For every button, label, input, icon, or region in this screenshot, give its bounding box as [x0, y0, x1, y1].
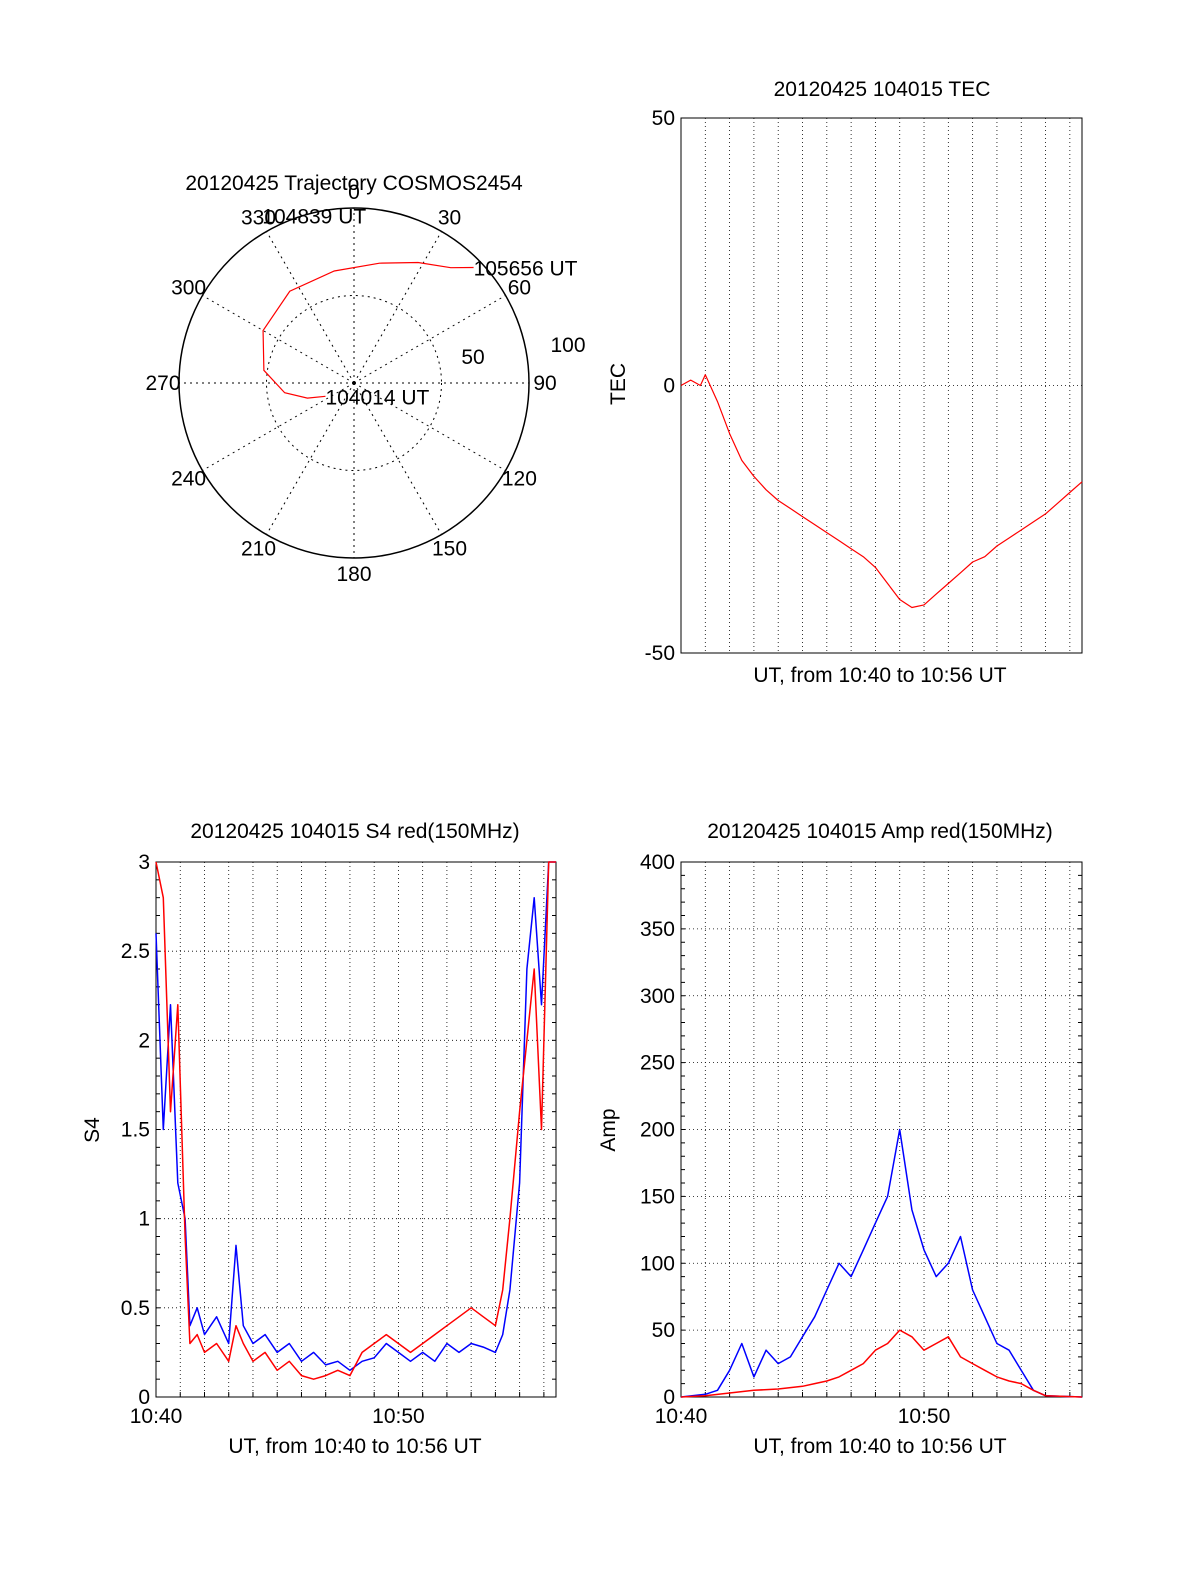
polar-spoke	[353, 382, 506, 471]
series-line	[155, 861, 556, 1372]
polar-angle-label: 30	[438, 207, 461, 230]
y-tick-label: 50	[652, 1319, 675, 1342]
y-tick-label: 50	[652, 107, 675, 130]
polar-spoke	[266, 231, 355, 384]
x-tick-label: 10:40	[655, 1405, 708, 1428]
polar-angle-label: 90	[533, 372, 556, 395]
y-tick-label: 150	[640, 1185, 675, 1208]
polar-spoke	[353, 231, 442, 384]
polar-spoke	[353, 295, 506, 384]
polar-spoke	[202, 382, 355, 471]
amp-title: 20120425 104015 Amp red(150MHz)	[707, 820, 1053, 843]
polar-angle-label: 240	[171, 468, 206, 491]
polar-inner-circle	[266, 295, 442, 471]
tec-xlabel: UT, from 10:40 to 10:56 UT	[753, 664, 1006, 687]
s4-title: 20120425 104015 S4 red(150MHz)	[190, 820, 519, 843]
amp-xlabel: UT, from 10:40 to 10:56 UT	[753, 1435, 1006, 1458]
y-tick-label: 1	[138, 1208, 150, 1231]
y-tick-label: 0	[663, 1386, 675, 1409]
y-tick-label: 0	[138, 1386, 150, 1409]
x-tick-label: 10:50	[372, 1405, 425, 1428]
polar-angle-label: 180	[336, 563, 371, 586]
y-tick-label: 0.5	[121, 1297, 150, 1320]
y-tick-label: 2.5	[121, 940, 150, 963]
y-tick-label: 100	[640, 1252, 675, 1275]
polar-radius-label: 50	[461, 346, 484, 369]
polar-angle-label: 330	[241, 207, 276, 230]
series-line	[680, 1329, 1083, 1398]
amp-ylabel: Amp	[597, 1108, 620, 1151]
polar-angle-label: 210	[241, 537, 276, 560]
polar-angle-label: 60	[508, 277, 531, 300]
polar-angle-label: 120	[502, 468, 537, 491]
y-tick-label: 2	[138, 1029, 150, 1052]
polar-time-annotation: 104839 UT	[262, 206, 366, 229]
polar-angle-label: 150	[432, 537, 467, 560]
polar-radius-label: 100	[550, 334, 585, 357]
polar-angle-label: 0	[348, 181, 360, 204]
polar-spoke	[353, 382, 442, 535]
series-line	[155, 861, 556, 1380]
s4-chart: 20120425 104015 S4 red(150MHz) UT, from …	[81, 820, 557, 1458]
tec-title: 20120425 104015 TEC	[774, 78, 991, 101]
series-line	[680, 374, 1083, 609]
y-tick-label: 400	[640, 851, 675, 874]
polar-title: 20120425 Trajectory COSMOS2454	[185, 172, 523, 195]
polar-time-annotation: 105656 UT	[474, 258, 578, 281]
x-tick-label: 10:40	[130, 1405, 183, 1428]
y-tick-label: 200	[640, 1119, 675, 1142]
polar-trajectory-chart: 20120425 Trajectory COSMOS2454 0 30 60 90 12…	[145, 172, 585, 586]
amp-chart: 20120425 104015 Amp red(150MHz) UT, from…	[597, 820, 1083, 1458]
tec-chart: 20120425 104015 TEC UT, from 10:40 to 10…	[607, 78, 1083, 687]
polar-trajectory-line	[262, 261, 474, 399]
x-tick-label: 10:50	[898, 1405, 951, 1428]
y-tick-label: 250	[640, 1052, 675, 1075]
series-line	[680, 1128, 1083, 1398]
polar-spoke	[266, 382, 355, 535]
y-tick-label: 0	[663, 375, 675, 398]
polar-angle-label: 300	[171, 277, 206, 300]
y-tick-label: 1.5	[121, 1119, 150, 1142]
polar-angle-label: 270	[145, 372, 180, 395]
y-tick-label: 300	[640, 985, 675, 1008]
tec-ylabel: TEC	[607, 363, 630, 405]
y-tick-label: -50	[645, 642, 675, 665]
y-tick-label: 3	[138, 851, 150, 874]
s4-xlabel: UT, from 10:40 to 10:56 UT	[228, 1435, 481, 1458]
polar-time-annotation: 104014 UT	[325, 386, 429, 409]
y-tick-label: 350	[640, 918, 675, 941]
s4-ylabel: S4	[81, 1117, 104, 1143]
polar-spoke	[202, 295, 355, 384]
